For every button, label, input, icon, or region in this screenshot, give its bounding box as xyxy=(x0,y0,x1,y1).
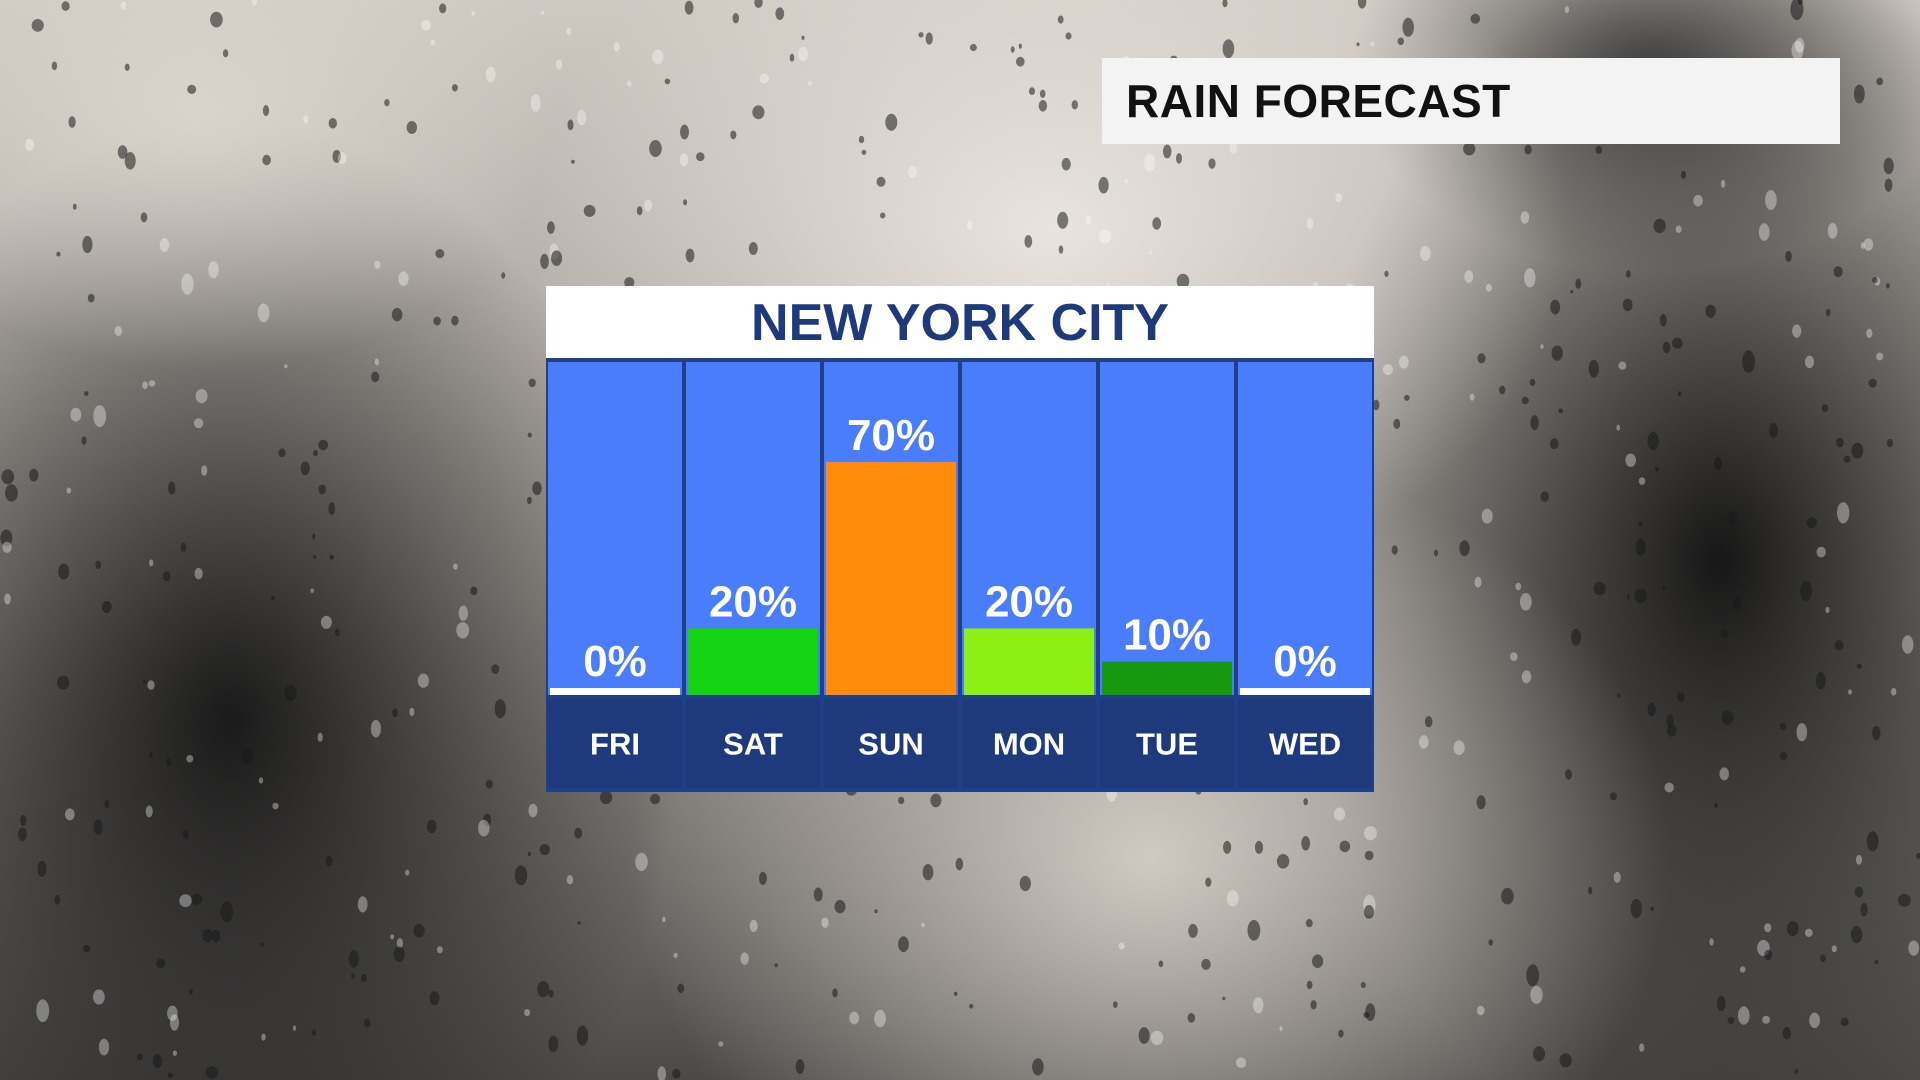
bar-wed xyxy=(1240,688,1370,695)
data-label-sun: 70% xyxy=(847,411,935,460)
data-label-fri: 0% xyxy=(583,637,647,686)
tick-label-mon: MON xyxy=(993,727,1065,762)
rain-chart: 0% FRI 20% SAT 70% SUN 20% MON 10% TUE 0% WED xyxy=(548,362,1372,788)
column-background xyxy=(1238,362,1372,695)
tick-label-sun: SUN xyxy=(858,727,923,762)
forecast-panel: NEW YORK CITY 0% FRI 20% SAT 70% SUN 20% MON 10%… xyxy=(546,286,1374,792)
tick-label-wed: WED xyxy=(1269,727,1341,762)
bar-tue xyxy=(1102,661,1232,695)
day-label-box xyxy=(686,699,820,788)
data-label-mon: 20% xyxy=(985,577,1073,626)
day-label-box xyxy=(824,699,958,788)
day-label-box xyxy=(962,699,1096,788)
header-title-box: RAIN FORECAST xyxy=(1102,58,1840,144)
panel-header: NEW YORK CITY xyxy=(546,286,1374,358)
day-label-box xyxy=(548,699,682,788)
tick-label-sat: SAT xyxy=(723,727,783,762)
panel-title: NEW YORK CITY xyxy=(751,294,1169,352)
tick-label-fri: FRI xyxy=(590,727,640,762)
header-title: RAIN FORECAST xyxy=(1126,75,1511,127)
data-label-wed: 0% xyxy=(1273,637,1337,686)
data-label-sat: 20% xyxy=(709,577,797,626)
day-label-box xyxy=(1238,699,1372,788)
bar-fri xyxy=(550,688,680,695)
bar-sat xyxy=(688,628,818,695)
tick-label-tue: TUE xyxy=(1136,727,1198,762)
day-label-box xyxy=(1100,699,1234,788)
column-background xyxy=(1100,362,1234,695)
bar-mon xyxy=(964,628,1094,695)
bar-sun xyxy=(826,461,956,695)
data-label-tue: 10% xyxy=(1123,611,1211,660)
column-background xyxy=(548,362,682,695)
